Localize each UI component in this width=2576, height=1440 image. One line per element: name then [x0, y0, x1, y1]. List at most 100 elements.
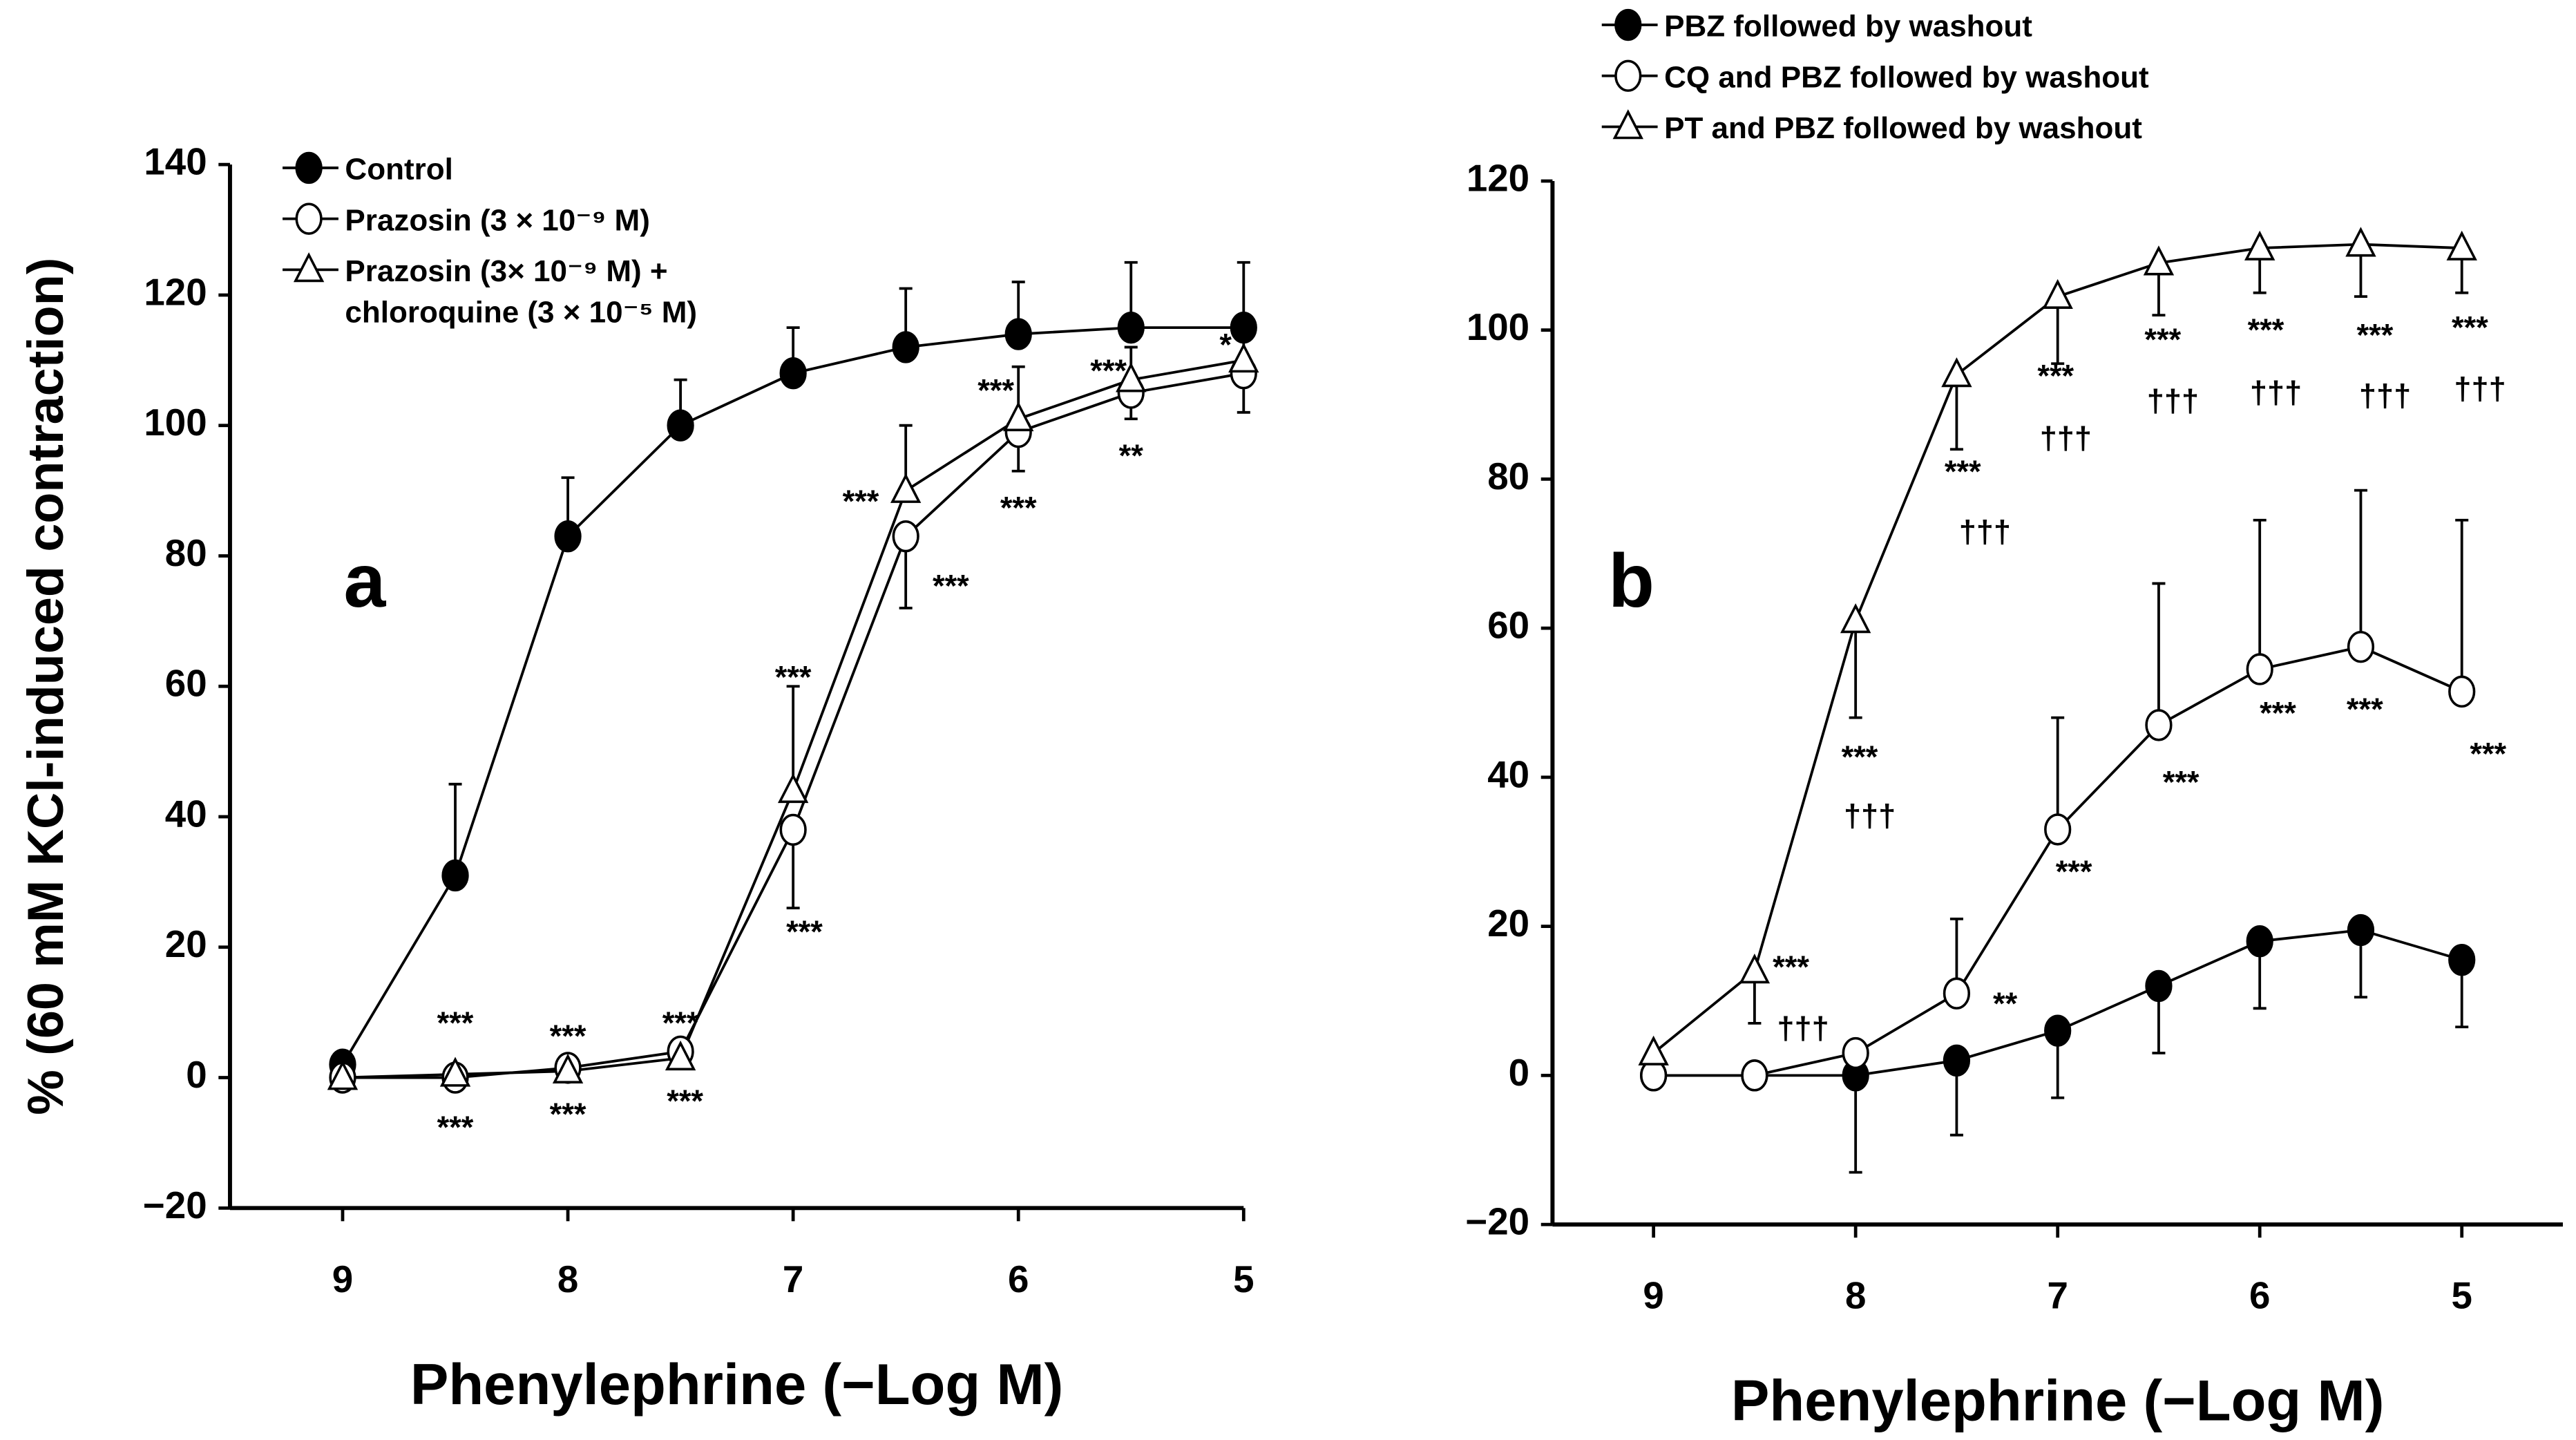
y-tick-label: 120: [1467, 156, 1529, 199]
annotation: †††: [2250, 375, 2302, 410]
legend-entry: Control: [345, 151, 453, 187]
legend-label: Prazosin (3 × 10⁻⁹ M): [345, 202, 650, 237]
legend-label: PT and PBZ followed by washout: [1664, 110, 2142, 145]
annotation: ***: [1000, 490, 1037, 525]
data-point: [1941, 357, 1972, 388]
x-tick-label: 6: [1008, 1258, 1029, 1300]
data-point: [1117, 311, 1145, 344]
y-tick-label: 60: [165, 662, 207, 705]
data-point: [1004, 318, 1032, 350]
x-axis-title: Phenylephrine (−Log M): [410, 1352, 1064, 1417]
data-point: [2347, 630, 2375, 663]
x-tick-label: 9: [1643, 1274, 1663, 1317]
annotation: ***: [437, 1110, 474, 1145]
annotation: †††: [1959, 514, 2011, 549]
data-point: [2345, 227, 2376, 257]
annotation: ***: [933, 569, 969, 604]
y-tick-label: −20: [1465, 1200, 1529, 1243]
data-point: [1003, 401, 1034, 432]
x-tick-label: 8: [557, 1258, 578, 1300]
annotation: ***: [775, 660, 812, 695]
data-point: [439, 1057, 471, 1087]
error-bar: [1849, 620, 1862, 719]
data-point: [1739, 954, 1771, 984]
x-tick-label: 6: [2249, 1274, 2270, 1317]
data-point: [2446, 230, 2477, 260]
annotation: ***: [2163, 765, 2200, 800]
y-tick-label: 40: [1487, 752, 1529, 795]
annotation: †††: [1777, 1011, 1829, 1046]
y-tick-label: 40: [165, 792, 207, 835]
annotation: **: [1119, 438, 1144, 473]
y-tick-label: 80: [165, 531, 207, 574]
data-point: [2448, 675, 2476, 708]
annotation: ***: [550, 1097, 586, 1132]
panel-label: a: [344, 539, 387, 623]
error-bar: [2051, 716, 2065, 830]
data-point: [327, 1060, 359, 1090]
data-point: [2044, 813, 2072, 846]
y-tick-label: 140: [144, 140, 207, 183]
legend-marker: [295, 202, 323, 235]
annotation: ***: [2248, 312, 2284, 348]
annotation: **: [1993, 986, 2018, 1021]
annotation: ***: [662, 1005, 699, 1041]
legend-label: PBZ followed by washout: [1664, 8, 2032, 44]
data-point: [2244, 230, 2276, 260]
annotation: ***: [1773, 949, 1809, 985]
legend-marker: [1614, 8, 1642, 41]
legend-label: Control: [345, 151, 453, 187]
data-point: [1943, 977, 1971, 1010]
y-tick-label: 60: [1487, 604, 1529, 647]
annotation: ***: [550, 1019, 586, 1054]
y-tick-label: 0: [186, 1053, 207, 1096]
y-tick-label: 20: [165, 922, 207, 965]
error-bar: [1949, 375, 1963, 451]
data-point: [1840, 603, 1871, 634]
annotation: ***: [2144, 322, 2181, 357]
error-bar: [2354, 489, 2367, 647]
data-point: [2143, 245, 2175, 276]
data-point: [667, 409, 694, 442]
annotation: ***: [977, 372, 1014, 408]
data-point: [2246, 653, 2273, 685]
error-bar: [2152, 582, 2166, 726]
data-point: [892, 520, 919, 553]
data-point: [777, 773, 809, 804]
legend-entry: CQ and PBZ followed by washout: [1664, 59, 2149, 94]
data-point: [1943, 1044, 1971, 1077]
legend-entry: PT and PBZ followed by washout: [1664, 110, 2142, 145]
data-point: [1842, 1036, 1869, 1070]
y-tick-label: 100: [144, 401, 207, 444]
y-tick-label: 0: [1509, 1051, 1529, 1094]
legend-marker: [1614, 59, 1642, 92]
legend-label: CQ and PBZ followed by washout: [1664, 59, 2149, 94]
legend-entry: Prazosin (3 × 10⁻⁹ M): [345, 202, 650, 237]
legend-marker: [293, 252, 325, 283]
error-bar: [2455, 518, 2469, 692]
data-point: [1116, 362, 1147, 392]
annotation: ***: [786, 914, 823, 949]
x-tick-label: 8: [1845, 1274, 1866, 1317]
annotation: †††: [2454, 371, 2506, 406]
annotation: †††: [2359, 378, 2411, 413]
data-point: [2145, 969, 2173, 1003]
annotation: *: [1219, 327, 1232, 362]
annotation: ***: [2470, 737, 2506, 772]
legend-marker: [1612, 109, 1643, 140]
legend-label: Prazosin (3× 10⁻⁹ M) + chloroquine (3 × …: [345, 253, 698, 329]
data-point: [779, 813, 807, 846]
y-axis-title: % (60 mM KCl-induced contraction): [17, 258, 74, 1115]
y-tick-label: 120: [144, 270, 207, 313]
legend-entry: Prazosin (3× 10⁻⁹ M) + chloroquine (3 × …: [345, 253, 698, 329]
annotation: ***: [1842, 739, 1878, 775]
y-tick-label: 20: [1487, 902, 1529, 945]
x-tick-label: 9: [332, 1258, 353, 1300]
error-bar: [1849, 1075, 1862, 1174]
annotation: ***: [2357, 317, 2394, 352]
data-point: [1230, 311, 1257, 344]
annotation: ***: [2452, 310, 2488, 345]
data-point: [552, 1053, 584, 1083]
data-point: [2044, 1014, 2072, 1047]
